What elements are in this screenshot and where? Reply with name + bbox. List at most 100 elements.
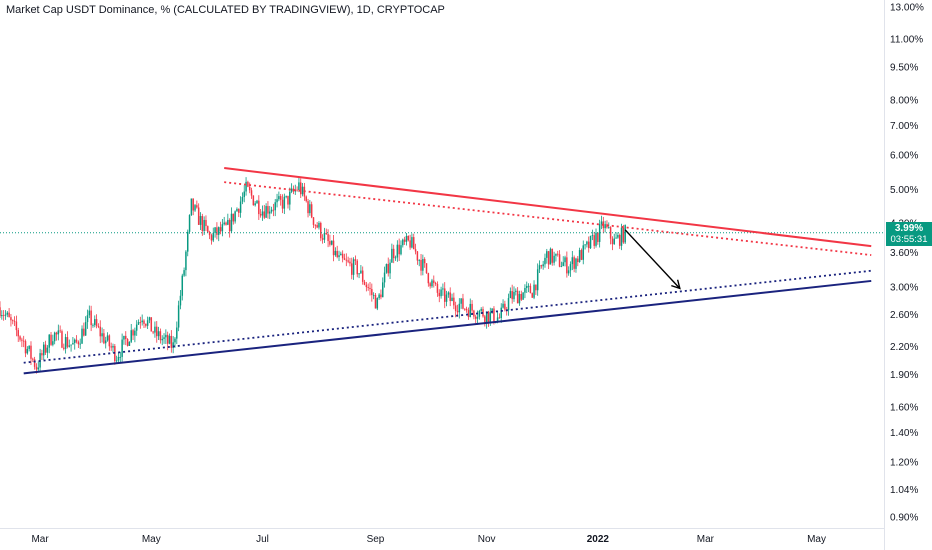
candle-body <box>30 345 32 359</box>
candle-body <box>41 353 43 356</box>
candle-body <box>115 360 118 362</box>
candle-body <box>411 237 413 248</box>
candle-body <box>92 324 94 326</box>
candle-body <box>473 310 475 317</box>
candle-body <box>546 251 548 258</box>
candle-body <box>203 219 205 231</box>
candle-body <box>485 311 488 323</box>
candle-body <box>617 234 619 238</box>
y-tick-label: 0.90% <box>890 513 918 524</box>
candle-body <box>420 260 422 271</box>
candle-body <box>312 217 315 225</box>
x-tick-label: Mar <box>697 534 715 545</box>
candle-body <box>216 227 218 235</box>
candle-body <box>10 317 12 321</box>
candle-body <box>376 298 379 309</box>
candle-body <box>128 341 131 346</box>
candle-body <box>0 307 1 317</box>
candle-body <box>247 181 249 187</box>
candle-body <box>429 283 431 287</box>
y-tick-label: 3.60% <box>890 248 918 259</box>
candle-body <box>307 201 309 214</box>
candle-body <box>179 295 182 306</box>
candle-body <box>471 303 473 311</box>
candle-body <box>238 208 240 213</box>
candle-body <box>609 227 612 239</box>
candle-body <box>281 199 284 209</box>
candle-body <box>436 284 439 293</box>
candle-body <box>409 240 411 248</box>
candle-body <box>587 241 590 249</box>
x-tick-label: Nov <box>478 534 496 545</box>
candle-body <box>582 245 585 260</box>
candle-body <box>593 235 595 246</box>
candle-body <box>15 321 18 331</box>
y-tick-label: 13.00% <box>890 3 924 14</box>
candle-body <box>298 182 300 191</box>
candle-body <box>292 188 295 192</box>
candle-body <box>310 204 313 218</box>
candle-body <box>21 339 23 341</box>
candle-body <box>139 322 142 323</box>
candle-body <box>66 337 69 347</box>
candle-body <box>186 231 189 252</box>
candle-body <box>227 219 229 225</box>
candle-body <box>369 287 371 290</box>
candle-body <box>374 294 377 309</box>
candle-body <box>119 356 122 358</box>
candle-body <box>365 284 368 288</box>
candle-body <box>50 334 52 345</box>
candle-body <box>188 215 191 232</box>
candle-body <box>296 189 298 191</box>
candle-body <box>219 227 222 232</box>
candle-body <box>154 326 156 333</box>
candle-body <box>584 244 586 246</box>
candle-body <box>106 335 109 341</box>
candle-body <box>332 240 335 256</box>
y-tick-label: 5.00% <box>890 185 918 196</box>
candle-body <box>181 275 184 296</box>
candle-body <box>250 190 253 196</box>
candle-body <box>363 281 366 285</box>
candle-body <box>86 315 89 323</box>
y-tick-label: 6.00% <box>890 150 918 161</box>
candle-body <box>460 298 462 304</box>
candle-body <box>217 227 220 235</box>
candle-body <box>70 344 72 346</box>
candle-body <box>544 257 546 265</box>
candle-body <box>254 203 256 206</box>
support-dotted-trendline <box>23 269 872 364</box>
candle-body <box>354 259 357 261</box>
candle-body <box>451 297 453 302</box>
candle-body <box>210 235 213 241</box>
candle-body <box>480 309 482 311</box>
candle-body <box>560 266 563 267</box>
x-tick-label: Mar <box>31 534 49 545</box>
candle-body <box>32 358 34 360</box>
candle-body <box>360 270 362 274</box>
candle-body <box>445 294 448 302</box>
candle-body <box>624 225 626 243</box>
candle-body <box>299 182 302 195</box>
current-price-badge: 3.99% 03:55:31 <box>886 222 932 246</box>
candle-body <box>549 248 552 265</box>
candle-body <box>464 308 466 310</box>
candle-body <box>125 335 127 340</box>
candle-body <box>207 226 209 233</box>
x-tick-label: Jul <box>256 534 269 545</box>
candle-body <box>259 214 262 216</box>
candle-body <box>330 240 333 245</box>
candle-body <box>372 294 375 296</box>
candle-body <box>518 293 521 304</box>
candle-body <box>527 285 530 287</box>
candle-body <box>427 273 430 284</box>
candle-body <box>148 317 151 321</box>
candle-body <box>234 211 236 222</box>
candle-body <box>278 196 280 200</box>
candle-body <box>270 209 273 212</box>
candle-body <box>192 198 194 211</box>
candle-body <box>516 290 519 304</box>
candle-body <box>511 291 513 300</box>
candle-body <box>83 328 85 336</box>
